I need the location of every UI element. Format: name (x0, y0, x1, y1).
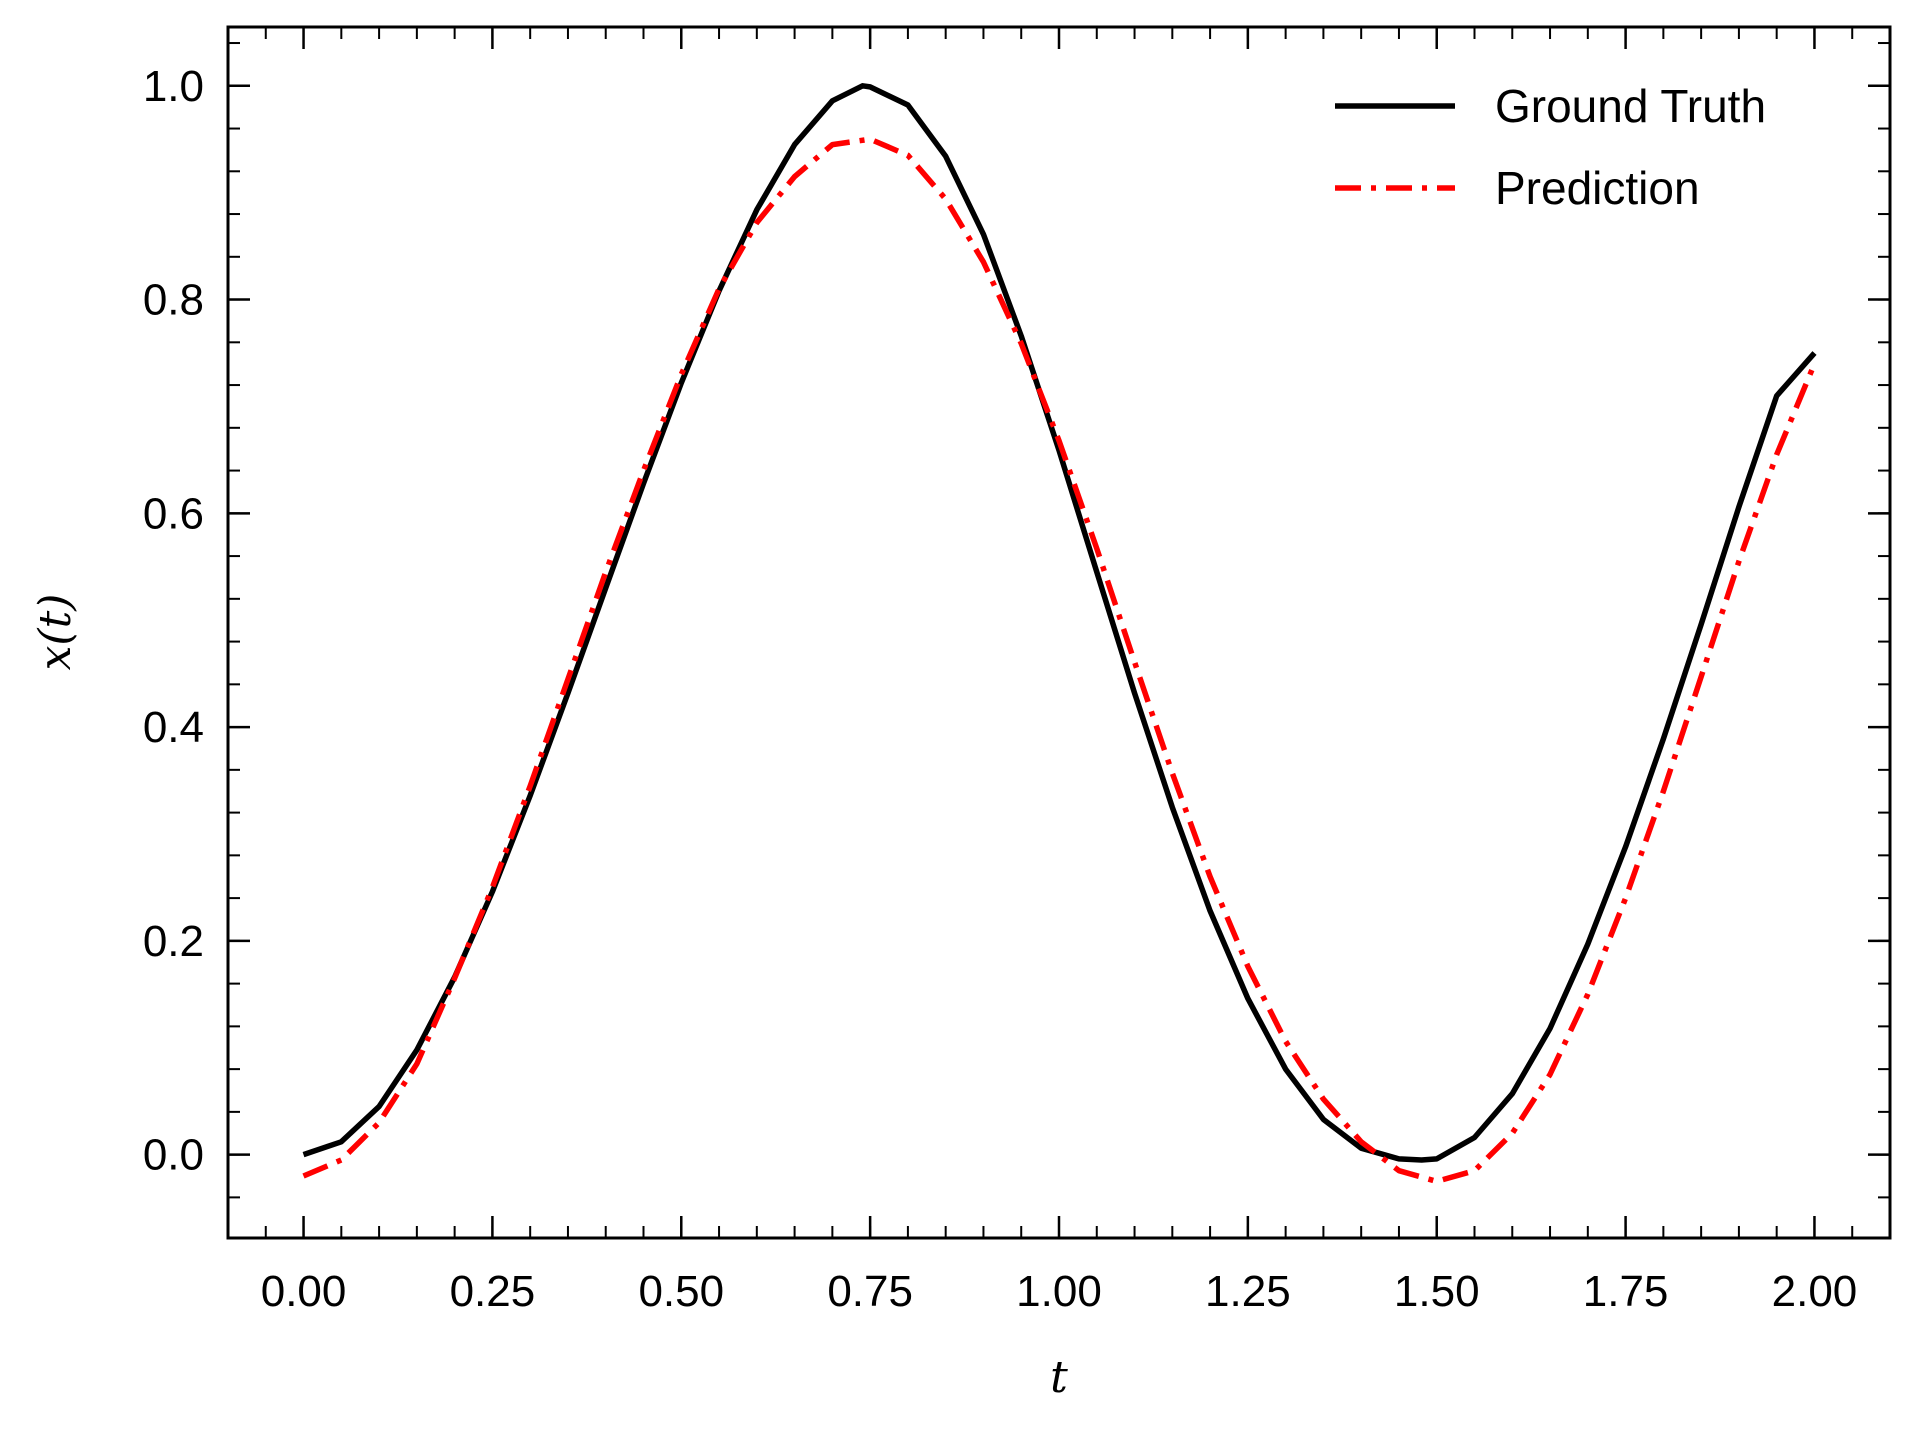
minor-ticks (227, 27, 1891, 1238)
y-tick-labels: 0.0 0.2 0.4 0.6 0.8 1.0 (143, 62, 204, 1180)
x-tick-label: 0.50 (638, 1267, 724, 1316)
y-tick-label: 1.0 (143, 62, 204, 111)
x-axis-label: t (1050, 1352, 1068, 1403)
legend: Ground Truth Prediction (1335, 80, 1766, 214)
major-ticks (228, 27, 1890, 1238)
legend-label: Prediction (1495, 162, 1700, 214)
series-layer (302, 83, 1818, 1185)
x-tick-label: 1.75 (1583, 1267, 1669, 1316)
x-tick-label: 2.00 (1772, 1267, 1858, 1316)
plot-area (228, 27, 1890, 1238)
x-tick-label: 1.25 (1205, 1267, 1291, 1316)
series-line-prediction (302, 136, 1818, 1185)
y-tick-label: 0.2 (143, 917, 204, 966)
x-tick-labels: 0.00 0.25 0.50 0.75 1.00 1.25 1.50 1.75 2.00 (261, 1267, 1858, 1316)
x-tick-label: 1.00 (1016, 1267, 1102, 1316)
legend-label: Ground Truth (1495, 80, 1766, 132)
x-tick-label: 0.00 (261, 1267, 347, 1316)
x-tick-label: 1.50 (1394, 1267, 1480, 1316)
x-tick-label: 0.75 (827, 1267, 913, 1316)
y-tick-label: 0.0 (143, 1131, 204, 1180)
series-line-ground-truth (302, 83, 1817, 1163)
x-tick-label: 0.25 (450, 1267, 536, 1316)
plot-frame (226, 25, 1892, 1240)
y-tick-label: 0.8 (143, 276, 204, 325)
y-tick-label: 0.6 (143, 489, 204, 538)
y-axis-label: x(t) (30, 594, 81, 671)
y-tick-label: 0.4 (143, 703, 204, 752)
